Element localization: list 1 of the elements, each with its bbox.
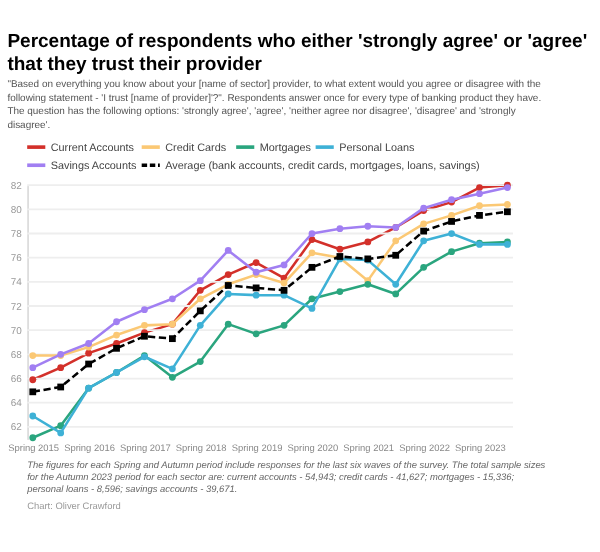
chart-title: Percentage of respondents who either 'strongly agree' or 'agree' that they trust their provider: [7, 31, 588, 77]
